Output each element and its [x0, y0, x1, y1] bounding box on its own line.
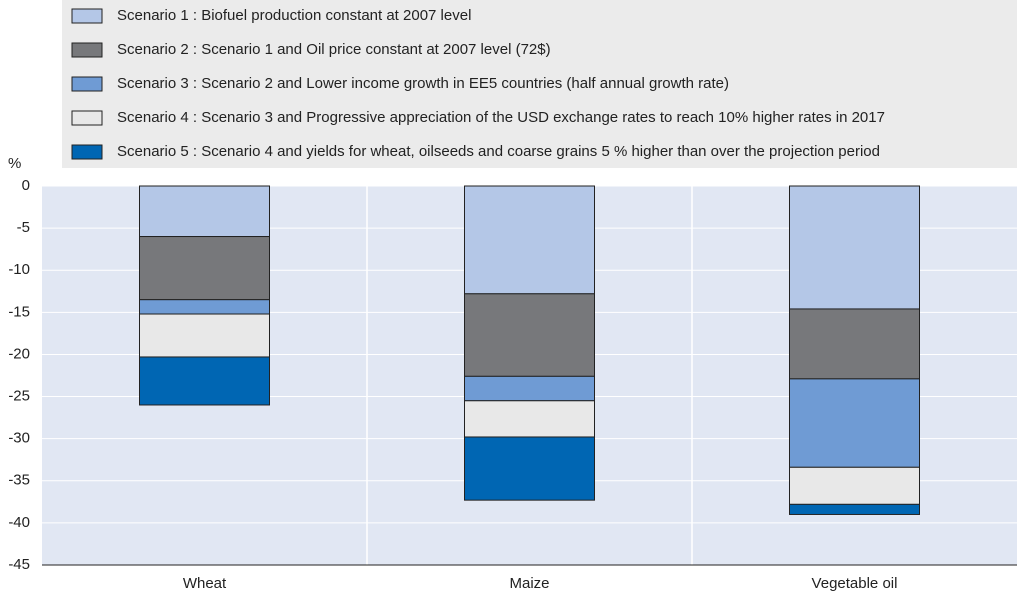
- bar-segment: [789, 378, 920, 468]
- legend-label: Scenario 1 : Biofuel production constant…: [117, 7, 471, 24]
- bar-segment: [139, 185, 270, 238]
- legend-label: Scenario 4 : Scenario 3 and Progressive …: [117, 109, 885, 126]
- bar-segment: [139, 313, 270, 358]
- bar-segment: [789, 185, 920, 310]
- legend-label: Scenario 5 : Scenario 4 and yields for w…: [117, 143, 880, 160]
- legend-swatch: [71, 8, 103, 24]
- y-tick-label: -40: [8, 514, 30, 531]
- bar-segment: [464, 436, 595, 501]
- y-tick-label: -5: [17, 219, 30, 236]
- bar-segment: [139, 236, 270, 301]
- legend-swatch: [71, 42, 103, 58]
- y-tick-label: -10: [8, 261, 30, 278]
- y-tick-label: -45: [8, 556, 30, 573]
- legend-label: Scenario 3 : Scenario 2 and Lower income…: [117, 75, 729, 92]
- y-axis-label: %: [8, 155, 21, 172]
- bar-segment: [139, 356, 270, 406]
- x-tick-label: Wheat: [183, 575, 227, 592]
- legend-swatch: [71, 76, 103, 92]
- bar-segment: [464, 375, 595, 402]
- bar-segment: [139, 299, 270, 315]
- y-tick-label: -30: [8, 430, 30, 447]
- bar-segment: [789, 308, 920, 380]
- x-tick-label: Maize: [509, 575, 549, 592]
- bar-segment: [464, 185, 595, 295]
- y-tick-label: -25: [8, 388, 30, 405]
- y-tick-label: 0: [22, 177, 30, 194]
- y-tick-label: -15: [8, 303, 30, 320]
- legend-background: [62, 0, 1017, 168]
- bar-segment: [464, 400, 595, 438]
- y-tick-label: -20: [8, 345, 30, 362]
- bar-segment: [464, 293, 595, 377]
- legend-label: Scenario 2 : Scenario 1 and Oil price co…: [117, 41, 551, 58]
- legend-swatch: [71, 110, 103, 126]
- legend-swatch: [71, 144, 103, 160]
- bar-segment: [789, 466, 920, 505]
- x-tick-label: Vegetable oil: [812, 575, 898, 592]
- bar-segment: [789, 503, 920, 515]
- y-tick-label: -35: [8, 472, 30, 489]
